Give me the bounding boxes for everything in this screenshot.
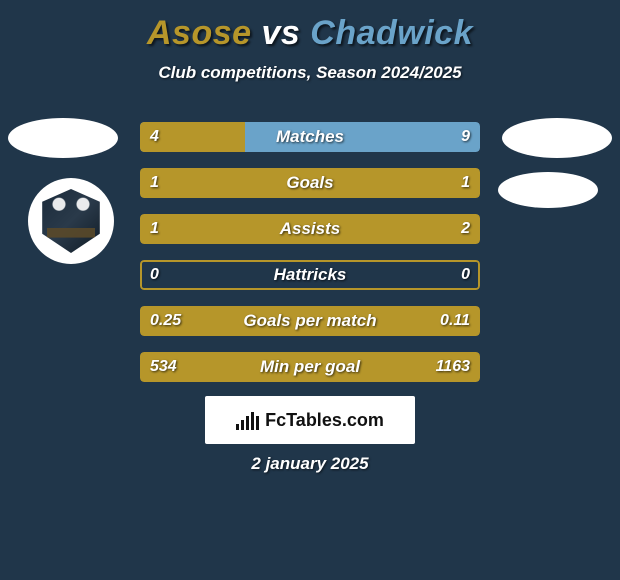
title-vs: vs (262, 14, 301, 52)
stat-row: 0.250.11Goals per match (140, 306, 480, 336)
stat-label: Hattricks (140, 260, 480, 290)
club-badge-shield-icon (39, 189, 103, 253)
stat-label: Assists (140, 214, 480, 244)
stat-label: Min per goal (140, 352, 480, 382)
date-label: 2 january 2025 (0, 454, 620, 474)
player-avatar-left (8, 118, 118, 158)
title-player-right: Chadwick (310, 14, 473, 52)
stat-row: 5341163Min per goal (140, 352, 480, 382)
stat-row: 12Assists (140, 214, 480, 244)
subtitle: Club competitions, Season 2024/2025 (0, 63, 620, 83)
stat-row: 00Hattricks (140, 260, 480, 290)
fctables-label: FcTables.com (265, 410, 384, 431)
club-badge-right (498, 172, 598, 208)
comparison-card: Asose vs Chadwick Club competitions, Sea… (0, 0, 620, 580)
fctables-bars-icon (236, 410, 259, 430)
stats-container: 49Matches 11Goals 12Assists 00Hattricks 0.25… (140, 122, 480, 398)
stat-label: Goals per match (140, 306, 480, 336)
stat-label: Goals (140, 168, 480, 198)
title-player-left: Asose (147, 14, 252, 52)
title: Asose vs Chadwick (0, 14, 620, 53)
stat-row: 11Goals (140, 168, 480, 198)
stat-row: 49Matches (140, 122, 480, 152)
club-badge-left (28, 178, 114, 264)
fctables-watermark: FcTables.com (205, 396, 415, 444)
stat-label: Matches (140, 122, 480, 152)
player-avatar-right (502, 118, 612, 158)
